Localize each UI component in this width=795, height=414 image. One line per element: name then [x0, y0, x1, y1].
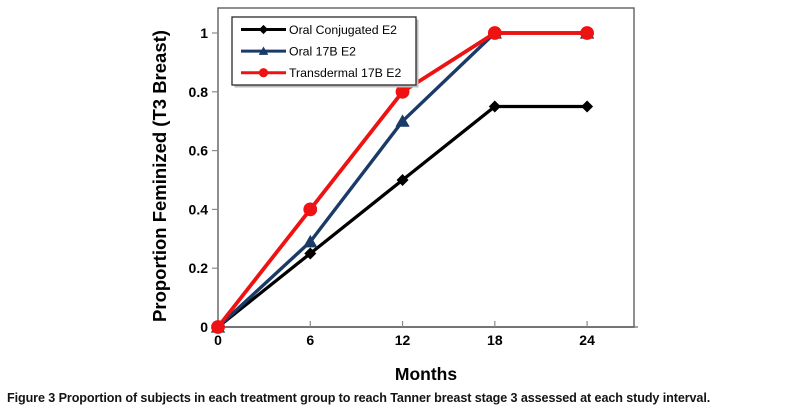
data-point-triangle: [395, 114, 410, 127]
data-point-circle: [487, 26, 502, 40]
y-tick-label: 0.6: [189, 143, 209, 159]
x-tick-label: 0: [214, 332, 222, 348]
figure-caption: Figure 3 Proportion of subjects in each …: [7, 391, 791, 407]
series-line: [216, 104, 589, 329]
legend-label: Transdermal 17B E2: [289, 66, 401, 80]
x-tick-label: 24: [579, 332, 595, 348]
data-point-circle: [580, 26, 594, 40]
y-tick-label: 1: [200, 25, 208, 41]
data-point-diamond: [488, 100, 501, 113]
x-tick-label: 6: [306, 332, 314, 348]
plot-border: [217, 7, 635, 328]
y-axis-title: Proportion Feminized (T3 Breast): [149, 30, 170, 322]
legend-label: Oral 17B E2: [289, 44, 356, 58]
x-axis-title: Months: [395, 364, 457, 384]
x-tick-label: 18: [487, 332, 503, 348]
data-point-circle: [303, 202, 318, 217]
figure-caption-label: Figure 3: [7, 391, 56, 405]
legend: Oral Conjugated E2 Oral 17B E2 Transdermal…: [231, 16, 419, 88]
x-tick-label: 12: [395, 332, 411, 348]
y-tick-label: 0.8: [189, 84, 209, 100]
figure-caption-text: Proportion of subjects in each treatment…: [58, 391, 711, 405]
data-point-triangle: [303, 234, 318, 248]
line-chart: 0 6 12 18 24 0 0.2 0.4 0.6 0.8 1 Proportion Feminiz…: [149, 7, 638, 384]
y-tick-label: 0.2: [189, 260, 209, 276]
data-point-circle: [211, 320, 225, 334]
legend-label: Oral Conjugated E2: [289, 23, 397, 37]
legend-marker-triangle: [258, 46, 269, 55]
legend-item-transdermal-17b-e2: Transdermal 17B E2: [241, 66, 401, 80]
legend-marker-circle: [258, 68, 269, 78]
data-point-diamond: [581, 100, 594, 113]
data-point-diamond: [304, 247, 317, 260]
series-oral-conjugated-e2: [212, 100, 594, 333]
y-tick-label: 0: [200, 319, 208, 335]
data-point-circle: [395, 84, 410, 99]
legend-item-oral-conjugated-e2: Oral Conjugated E2: [241, 23, 397, 37]
series-transdermal-17b-e2: [211, 26, 594, 334]
legend-item-oral-17b-e2: Oral 17B E2: [241, 44, 356, 58]
data-point-diamond: [396, 173, 409, 186]
legend-marker-diamond: [258, 24, 269, 35]
y-tick-label: 0.4: [189, 201, 209, 217]
